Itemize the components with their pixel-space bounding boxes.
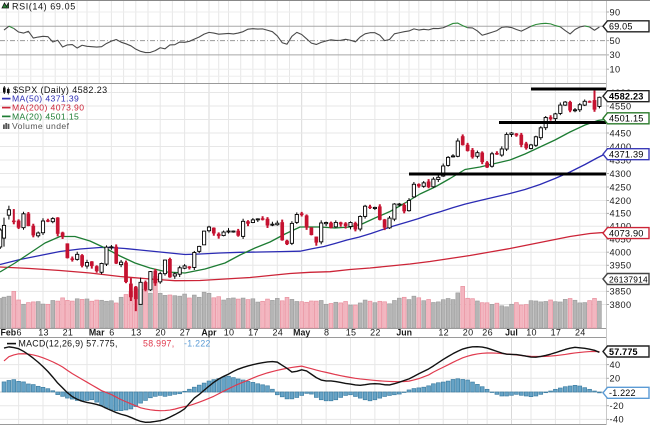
svg-text:4250: 4250 [610, 182, 632, 192]
svg-text:RSI(14) 69.05: RSI(14) 69.05 [12, 2, 76, 12]
svg-text:MA(20) 4501.15: MA(20) 4501.15 [12, 111, 79, 121]
svg-text:-1.222: -1.222 [609, 388, 636, 398]
svg-text:6: 6 [109, 328, 114, 338]
svg-text:22: 22 [370, 328, 381, 338]
svg-text:17: 17 [248, 328, 259, 338]
svg-text:24: 24 [575, 328, 586, 338]
svg-text:4200: 4200 [610, 196, 632, 206]
svg-text:4300: 4300 [610, 169, 632, 179]
svg-text:10: 10 [526, 328, 537, 338]
svg-text:27: 27 [180, 328, 191, 338]
svg-text:21: 21 [63, 328, 74, 338]
svg-text:20: 20 [463, 328, 474, 338]
svg-text:58.997,: 58.997, [143, 339, 174, 349]
svg-text:4371.39: 4371.39 [609, 150, 644, 160]
svg-text:Jun: Jun [396, 328, 412, 338]
svg-text:90: 90 [610, 7, 621, 17]
svg-text:57.775: 57.775 [609, 347, 638, 357]
svg-text:30: 30 [610, 50, 621, 60]
svg-text:4150: 4150 [610, 209, 632, 219]
svg-text:69.05: 69.05 [609, 22, 633, 32]
svg-text:40: 40 [610, 360, 621, 370]
svg-text:4550: 4550 [610, 101, 632, 111]
svg-text:13: 13 [38, 328, 49, 338]
svg-text:4501.15: 4501.15 [609, 114, 644, 124]
svg-text:4450: 4450 [610, 128, 632, 138]
svg-text:24: 24 [272, 328, 283, 338]
svg-text:Jul: Jul [505, 328, 518, 338]
svg-text:13: 13 [131, 328, 142, 338]
svg-text:4582.23: 4582.23 [609, 92, 644, 102]
svg-text:50: 50 [610, 36, 621, 46]
svg-text:Feb: Feb [1, 328, 17, 338]
svg-text:-1.222: -1.222 [184, 339, 211, 349]
svg-text:3950: 3950 [610, 261, 632, 271]
svg-text:26137914: 26137914 [609, 274, 648, 284]
svg-text:Volume undef: Volume undef [12, 121, 70, 131]
svg-text:-40: -40 [610, 415, 624, 425]
svg-text:10: 10 [610, 65, 621, 75]
svg-text:12: 12 [438, 328, 449, 338]
svg-text:15: 15 [346, 328, 357, 338]
svg-text:-20: -20 [610, 401, 624, 411]
svg-text:MACD(12,26,9) 57.775,: MACD(12,26,9) 57.775, [19, 339, 118, 349]
svg-text:3850: 3850 [610, 287, 632, 297]
svg-text:6: 6 [16, 328, 21, 338]
svg-text:26: 26 [482, 328, 493, 338]
svg-text:8: 8 [324, 328, 329, 338]
svg-text:May: May [293, 328, 310, 338]
svg-text:4000: 4000 [610, 248, 632, 258]
svg-text:Mar: Mar [89, 328, 105, 338]
svg-text:10: 10 [224, 328, 235, 338]
svg-text:17: 17 [551, 328, 562, 338]
svg-text:Apr: Apr [201, 328, 217, 338]
svg-text:20: 20 [610, 374, 621, 384]
svg-text:20: 20 [155, 328, 166, 338]
svg-text:4073.90: 4073.90 [609, 228, 644, 238]
svg-text:3800: 3800 [610, 300, 632, 310]
